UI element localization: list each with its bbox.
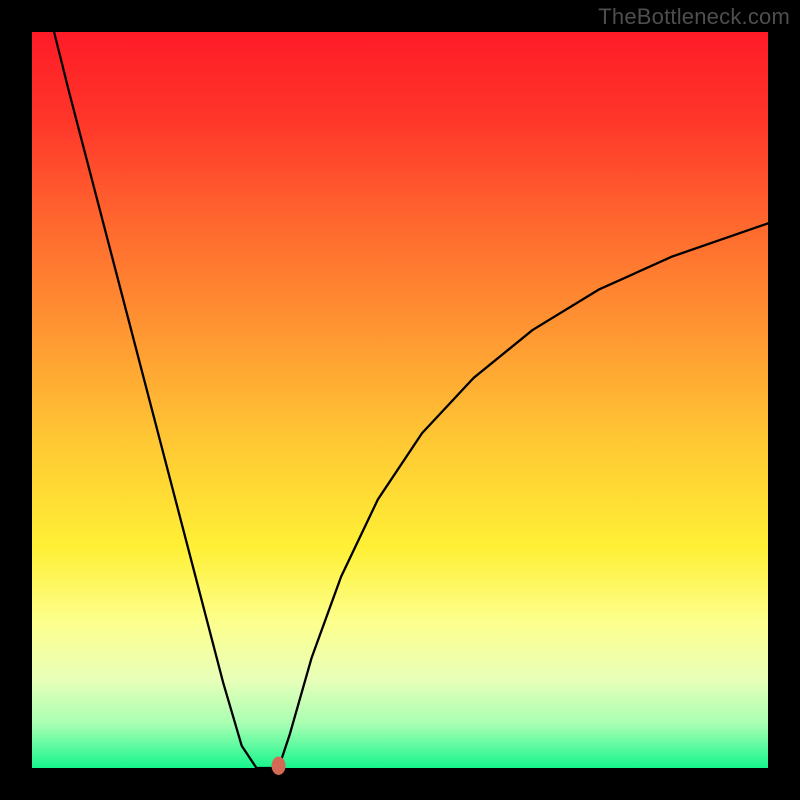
bottleneck-chart <box>0 0 800 800</box>
optimum-marker <box>272 757 286 775</box>
chart-gradient-background <box>32 32 768 768</box>
watermark-text: TheBottleneck.com <box>598 4 790 30</box>
